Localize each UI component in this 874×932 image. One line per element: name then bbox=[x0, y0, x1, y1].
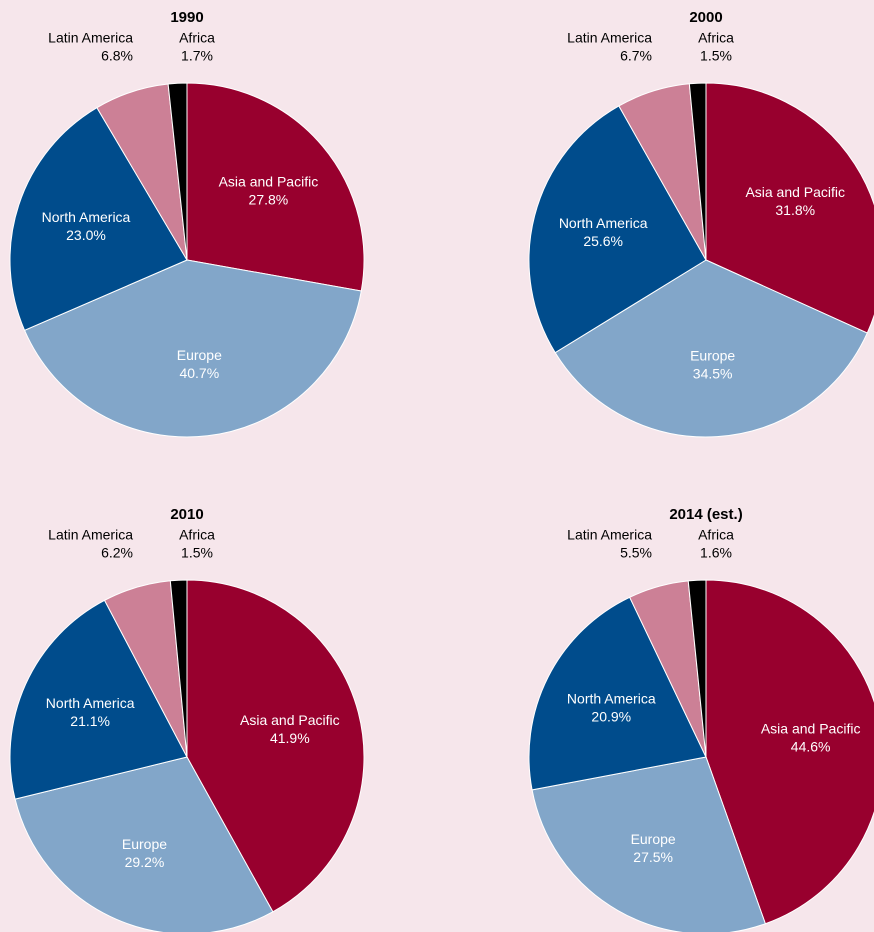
slice-value: 6.7% bbox=[620, 48, 652, 64]
slice-label: Asia and Pacific bbox=[240, 712, 340, 728]
slice-value: 27.5% bbox=[633, 849, 673, 865]
slice-value: 6.8% bbox=[101, 48, 133, 64]
pie-slice bbox=[169, 579, 188, 758]
pie-slice bbox=[528, 105, 707, 354]
slice-label: Africa bbox=[179, 527, 215, 543]
slice-value: 20.9% bbox=[591, 709, 631, 725]
pie-slice bbox=[186, 579, 365, 913]
slice-value: 5.5% bbox=[620, 545, 652, 561]
pie-slice bbox=[705, 579, 874, 925]
pie-title: 2010 bbox=[170, 506, 203, 523]
slice-value: 25.6% bbox=[583, 233, 623, 249]
slice-label: Asia and Pacific bbox=[219, 173, 319, 189]
slice-label: Latin America bbox=[567, 527, 652, 543]
slice-label: Africa bbox=[179, 30, 215, 46]
slice-label: North America bbox=[559, 215, 648, 231]
pie-slice bbox=[14, 756, 274, 932]
slice-label: Latin America bbox=[48, 527, 133, 543]
pie-slice bbox=[688, 82, 707, 261]
pie-slice bbox=[531, 756, 767, 932]
slice-label: North America bbox=[46, 695, 135, 711]
slice-label: Latin America bbox=[567, 30, 652, 46]
pie-title: 2014 (est.) bbox=[669, 506, 742, 523]
pie-slice bbox=[705, 82, 874, 334]
slice-label: Asia and Pacific bbox=[761, 721, 861, 737]
slice-label: Europe bbox=[690, 348, 735, 364]
slice-label: Europe bbox=[631, 831, 676, 847]
pie-slice bbox=[528, 596, 707, 791]
slice-value: 40.7% bbox=[179, 365, 219, 381]
slice-value: 29.2% bbox=[125, 854, 165, 870]
pie-slice bbox=[167, 82, 188, 261]
slice-label: Africa bbox=[698, 527, 734, 543]
pie-slice bbox=[9, 599, 188, 800]
slice-value: 21.1% bbox=[70, 713, 110, 729]
slice-value: 41.9% bbox=[270, 730, 310, 746]
slice-label: North America bbox=[42, 209, 131, 225]
pie-title: 2000 bbox=[689, 9, 722, 26]
slice-value: 27.8% bbox=[249, 191, 289, 207]
slice-label: Asia and Pacific bbox=[745, 184, 845, 200]
slice-label: Africa bbox=[698, 30, 734, 46]
slice-value: 44.6% bbox=[791, 739, 831, 755]
slice-label: Latin America bbox=[48, 30, 133, 46]
pie-slice bbox=[9, 106, 188, 331]
pie-title: 1990 bbox=[170, 9, 203, 26]
slice-value: 31.8% bbox=[775, 202, 815, 218]
slice-label: Europe bbox=[177, 347, 222, 363]
slice-value: 1.6% bbox=[700, 545, 732, 561]
pie-slice bbox=[186, 82, 365, 292]
slice-value: 1.7% bbox=[181, 48, 213, 64]
slice-label: Europe bbox=[122, 836, 167, 852]
slice-label: North America bbox=[567, 691, 656, 707]
slice-value: 6.2% bbox=[101, 545, 133, 561]
pie-slice bbox=[23, 259, 362, 438]
pie-slice bbox=[687, 579, 707, 758]
slice-value: 1.5% bbox=[181, 545, 213, 561]
slice-value: 23.0% bbox=[66, 227, 106, 243]
slice-value: 34.5% bbox=[693, 366, 733, 382]
slice-value: 1.5% bbox=[700, 48, 732, 64]
pie-slice bbox=[554, 259, 868, 438]
